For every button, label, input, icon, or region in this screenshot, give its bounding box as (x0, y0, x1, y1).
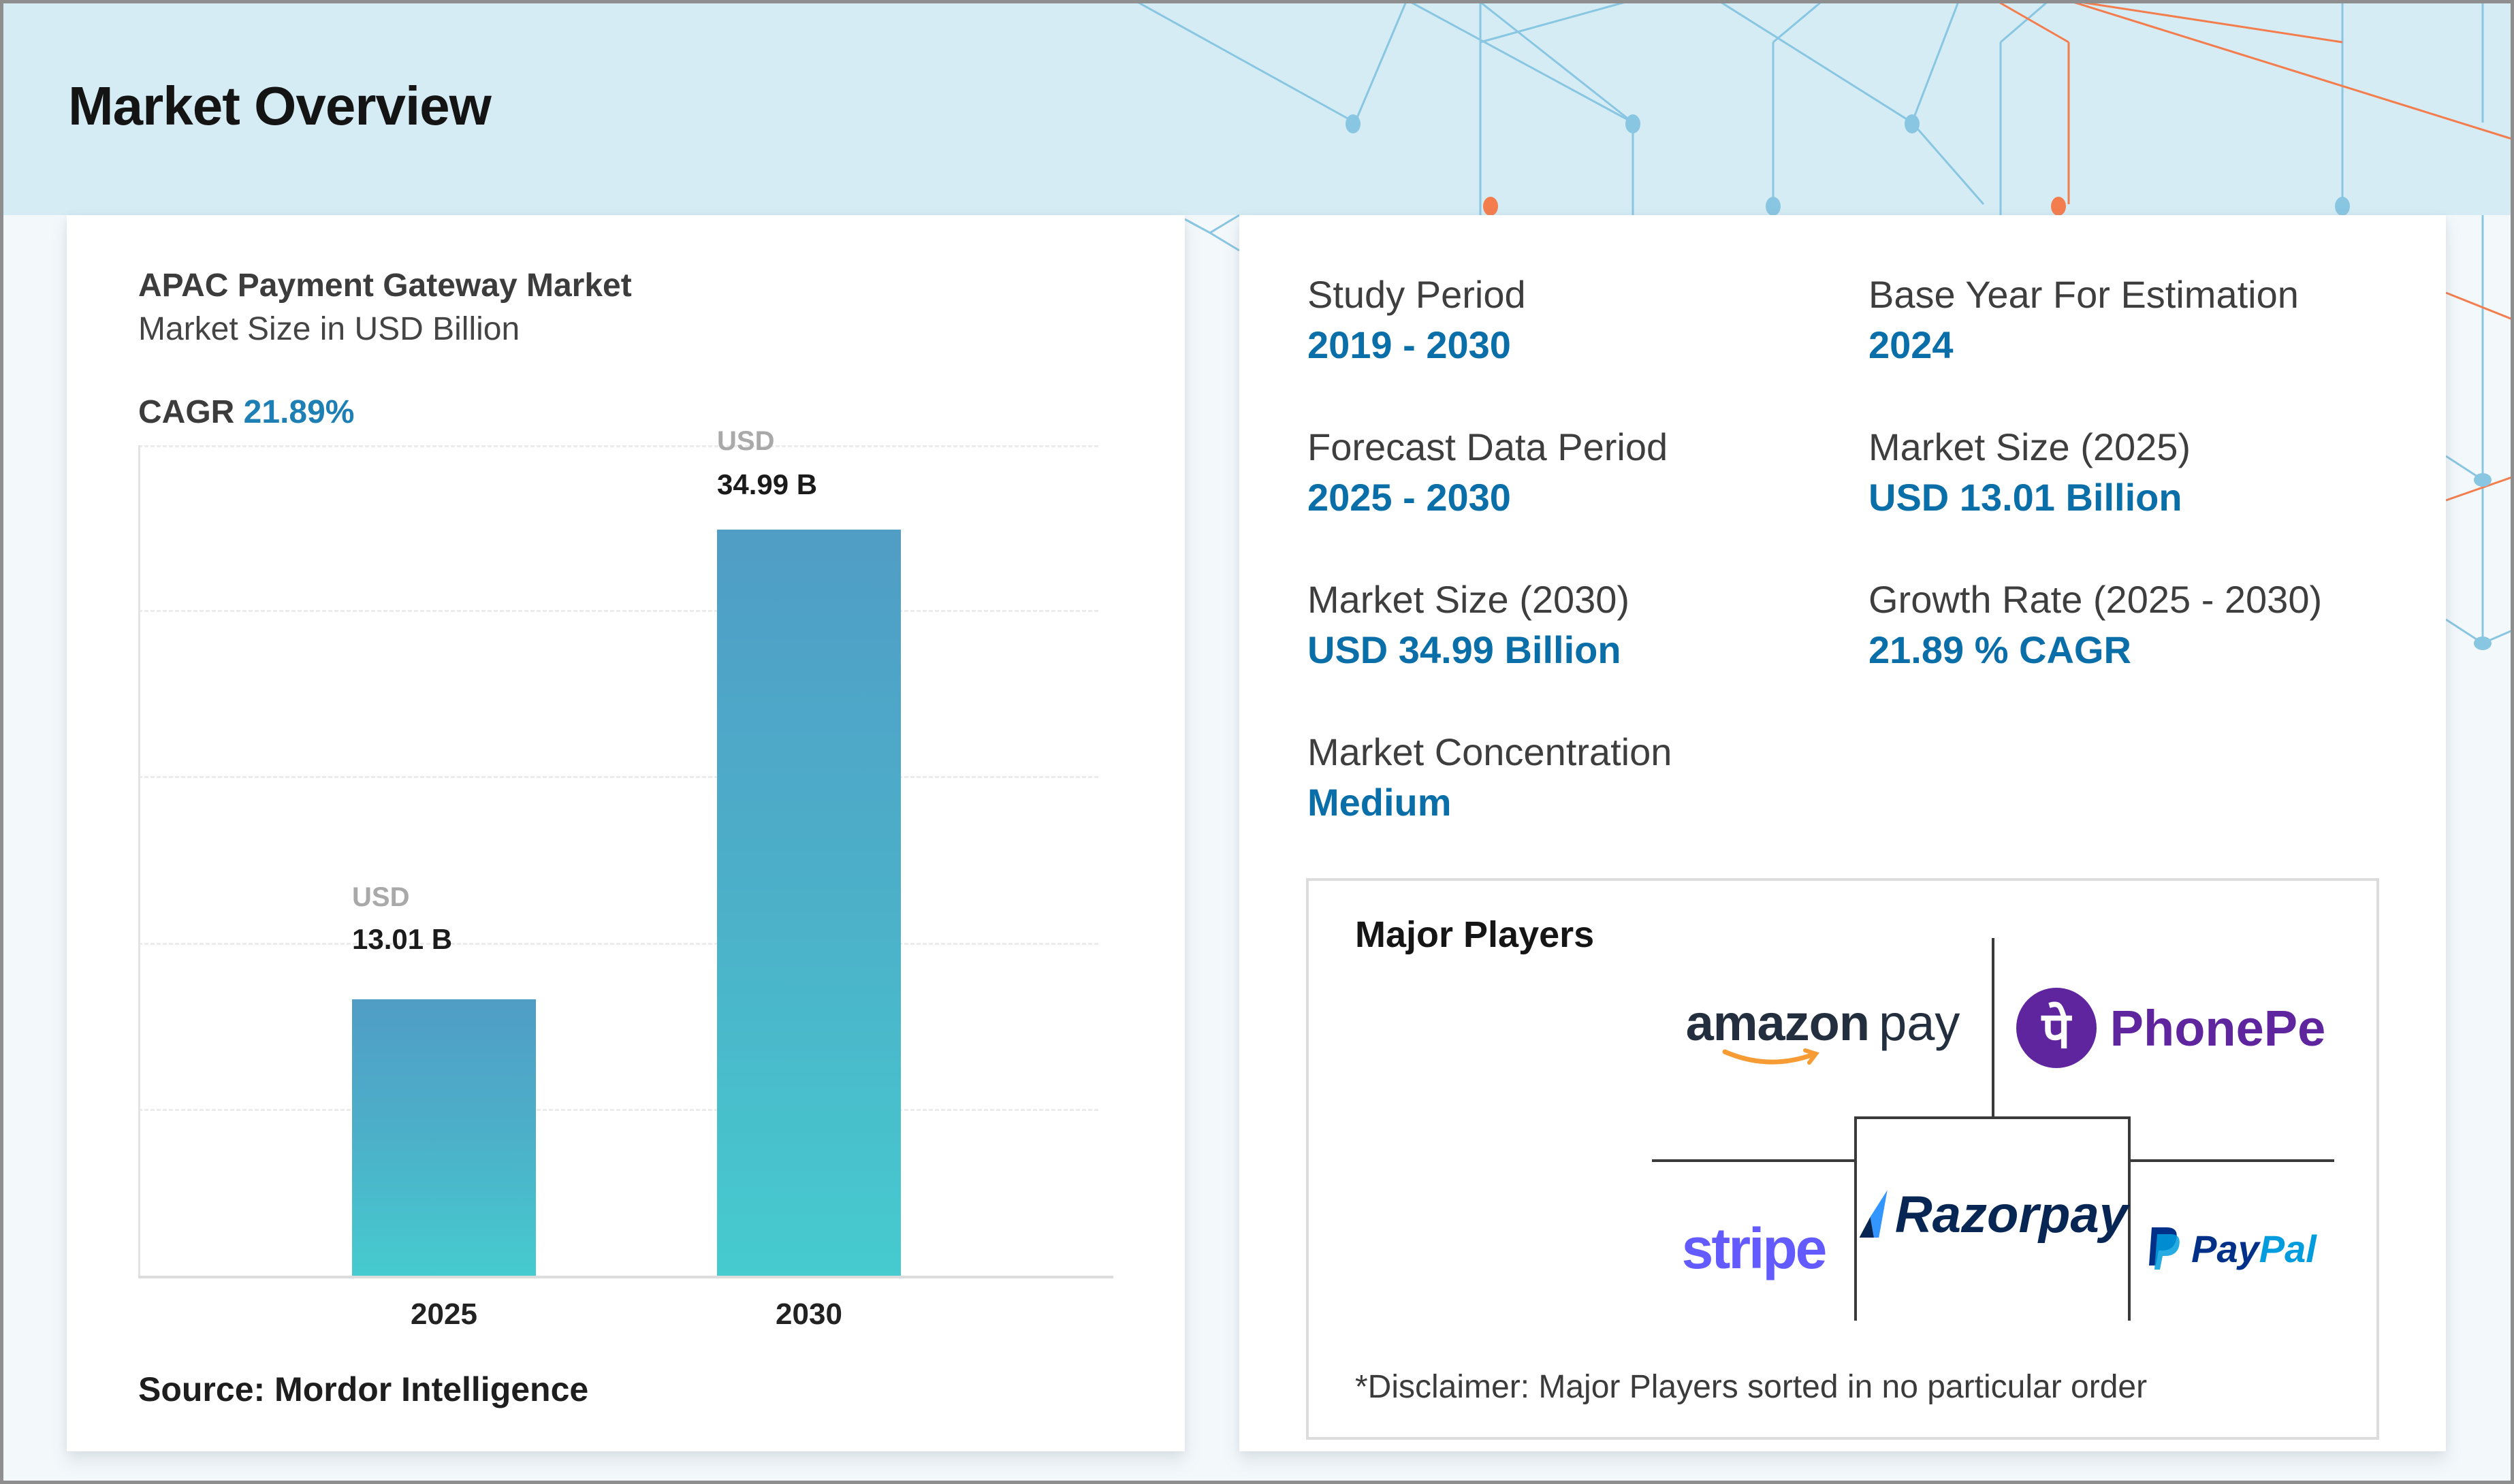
stripe-logo: stripe (1652, 1201, 1855, 1296)
stat-market-size-2025-label: Market Size (2025) (1868, 425, 2191, 468)
stat-forecast-period-label: Forecast Data Period (1307, 425, 1668, 468)
chart-title: APAC Payment Gateway Market (138, 268, 632, 304)
chart-source: Source: Mordor Intelligence (138, 1370, 589, 1408)
y-axis (138, 445, 140, 1278)
bar-2030-currency: USD (717, 426, 775, 456)
paypal-logo: PayPal (2130, 1201, 2334, 1296)
header-band (0, 0, 2514, 215)
paypal-p-icon (2149, 1227, 2180, 1270)
page-title: Market Overview (68, 76, 492, 136)
stat-study-period-value: 2019 - 2030 (1307, 323, 1511, 366)
bar-2030-value-label: 34.99 B (717, 468, 818, 500)
gridline (138, 776, 1098, 778)
cagr-label: CAGR 21.89% (138, 393, 354, 431)
stat-market-size-2025-value: USD 13.01 Billion (1868, 476, 2182, 519)
logo-divider-horizontal-right (2130, 1159, 2334, 1162)
phonepe-wordmark: PhonePe (2110, 999, 2326, 1056)
stat-study-period-label: Study Period (1307, 273, 1526, 316)
razorpay-logo: Razorpay (1857, 1167, 2128, 1262)
market-size-chart-card: APAC Payment Gateway Market Market Size … (67, 215, 1185, 1451)
major-players-box: Major Players amazon pay पे PhonePe stri… (1306, 878, 2379, 1440)
paypal-wordmark-pal: Pal (2259, 1227, 2317, 1270)
cagr-label-text: CAGR (138, 394, 235, 430)
stat-market-concentration-label: Market Concentration (1307, 730, 1672, 773)
logo-divider-vertical (1992, 938, 1994, 1118)
razorpay-wordmark: Razorpay (1894, 1185, 2128, 1244)
stat-market-size-2030-label: Market Size (2030) (1307, 578, 1630, 621)
bar-chart-plot: USD 13.01 B USD 34.99 B (138, 426, 1113, 1278)
amazon-pay-wordmark: amazon (1685, 994, 1871, 1051)
razorpay-arrow-icon (1859, 1190, 1888, 1238)
x-tick-2025: 2025 (411, 1297, 477, 1331)
gridline (138, 445, 1098, 447)
x-axis (138, 1276, 1113, 1278)
stat-market-concentration-value: Medium (1307, 781, 1452, 824)
chart-subtitle: Market Size in USD Billion (138, 311, 520, 347)
x-tick-2030: 2030 (776, 1297, 842, 1331)
cagr-value: 21.89% (243, 394, 355, 430)
major-players-disclaimer: *Disclaimer: Major Players sorted in no … (1355, 1369, 2148, 1405)
major-players-title: Major Players (1355, 914, 1595, 955)
phonepe-icon: पे (2016, 988, 2097, 1068)
logo-divider-horizontal-left (1652, 1159, 1855, 1162)
razorpay-box-left (1854, 1116, 1857, 1321)
bar-2025-value-label: 13.01 B (352, 923, 453, 955)
stat-forecast-period-value: 2025 - 2030 (1307, 476, 1511, 519)
phonepe-logo: पे PhonePe (2007, 980, 2334, 1076)
bar-2030[interactable] (717, 530, 901, 1276)
razorpay-box-right (2128, 1116, 2131, 1321)
gridline (138, 610, 1098, 612)
gridline (138, 1109, 1098, 1111)
market-snapshot-card: Study Period 2019 - 2030 Base Year For E… (1239, 215, 2446, 1451)
amazon-pay-suffix: pay (1879, 994, 1960, 1051)
gridline (138, 943, 1098, 945)
bar-2025-currency: USD (352, 882, 410, 912)
razorpay-box-top (1854, 1116, 2131, 1119)
stripe-wordmark: stripe (1681, 1216, 1828, 1280)
stat-market-size-2030-value: USD 34.99 Billion (1307, 628, 1621, 671)
stat-growth-rate-label: Growth Rate (2025 - 2030) (1868, 578, 2323, 621)
amazon-smile-icon (1722, 1048, 1820, 1065)
stat-base-year-value: 2024 (1868, 323, 1954, 366)
stat-growth-rate-value: 21.89 % CAGR (1868, 628, 2131, 671)
amazon-pay-logo: amazon pay (1663, 983, 1983, 1078)
bar-2025[interactable] (352, 999, 536, 1276)
stat-base-year-label: Base Year For Estimation (1868, 273, 2299, 316)
paypal-wordmark-pay: Pay (2191, 1227, 2259, 1270)
